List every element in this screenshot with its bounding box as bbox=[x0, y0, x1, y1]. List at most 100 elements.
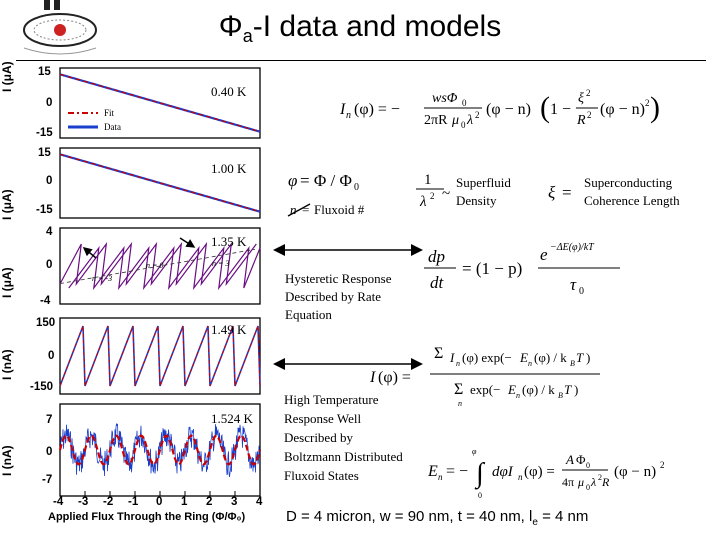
svg-text:μ: μ bbox=[451, 113, 459, 128]
ytick: 150 bbox=[36, 317, 56, 329]
superfluid-line2: Density bbox=[456, 193, 497, 208]
svg-text:A: A bbox=[565, 452, 574, 467]
svg-text:2: 2 bbox=[645, 98, 650, 108]
sweep-arrow-right bbox=[179, 237, 196, 248]
ytick: 0 bbox=[46, 446, 53, 458]
svg-text:dφI: dφI bbox=[492, 464, 514, 480]
fit-curve-panel5 bbox=[58, 434, 262, 466]
svg-text:I: I bbox=[370, 369, 376, 386]
svg-text:(φ) = −: (φ) = − bbox=[354, 101, 400, 118]
coherence-line1: Superconducting bbox=[584, 175, 673, 190]
svg-text:n: n bbox=[516, 391, 520, 400]
ytick: 0 bbox=[48, 350, 55, 362]
svg-text:μ: μ bbox=[577, 475, 584, 489]
svg-text:ξ: ξ bbox=[548, 183, 556, 202]
svg-text:e: e bbox=[540, 245, 548, 264]
rate-equation: dp dt = (1 − p) e −ΔE(φ)/kT τ 0 bbox=[424, 242, 620, 297]
ylabel-panel2: I (μA) bbox=[0, 189, 14, 220]
coherence-line2: Coherence Length bbox=[584, 193, 680, 208]
ytick: -15 bbox=[36, 127, 53, 139]
svg-text:φ: φ bbox=[288, 171, 297, 190]
svg-text:): ) bbox=[574, 382, 578, 397]
title-text: -I data and models bbox=[252, 10, 502, 43]
x-axis-label: Applied Flux Through the Ring (Φ/Φ₀) bbox=[48, 511, 246, 523]
svg-text:(φ) =: (φ) = bbox=[378, 369, 411, 386]
svg-text:4π: 4π bbox=[562, 475, 574, 489]
fluxoid-n-symbol: n = bbox=[287, 202, 311, 217]
svg-text:=: = bbox=[562, 183, 572, 202]
x-tick-label: 4 bbox=[256, 496, 263, 508]
svg-text:(φ − n): (φ − n) bbox=[614, 464, 656, 480]
svg-text:λ: λ bbox=[466, 113, 473, 128]
x-tick-label: 3 bbox=[231, 496, 238, 508]
high-temp-line5: Fluxoid States bbox=[284, 468, 359, 483]
ytick: 0 bbox=[46, 97, 53, 109]
svg-text:wsΦ: wsΦ bbox=[432, 91, 458, 106]
ylabel-panel3: I (μA) bbox=[0, 267, 14, 298]
ylabel-panel5: I (nA) bbox=[0, 445, 14, 476]
high-temp-note: High Temperature Response Well Described… bbox=[284, 390, 403, 485]
annotation-arrows bbox=[273, 244, 423, 370]
hysteretic-line1: Hysteretic Response bbox=[285, 271, 392, 286]
svg-text:n: n bbox=[528, 359, 532, 368]
svg-text:2: 2 bbox=[598, 473, 602, 482]
svg-text:0: 0 bbox=[586, 461, 590, 470]
svg-text:T: T bbox=[564, 382, 572, 397]
svg-text:(φ − n): (φ − n) bbox=[486, 101, 531, 118]
ytick: -150 bbox=[30, 381, 54, 393]
params-end: = 4 nm bbox=[537, 508, 589, 525]
svg-text:Σ: Σ bbox=[434, 345, 443, 362]
n-label-3: n = 3 bbox=[212, 259, 229, 268]
ylabel-panel4: I (nA) bbox=[0, 349, 14, 380]
svg-text:B: B bbox=[570, 359, 575, 368]
x-tick-label: 2 bbox=[206, 496, 213, 508]
svg-text:λ: λ bbox=[590, 475, 596, 489]
svg-text:n: n bbox=[290, 202, 297, 217]
temp-label-149k: 1.49 K bbox=[211, 322, 247, 337]
svg-text:φ: φ bbox=[472, 447, 477, 456]
high-temp-line4: Boltzmann Distributed bbox=[284, 449, 403, 464]
svg-text:dt: dt bbox=[430, 273, 445, 292]
svg-text:n: n bbox=[458, 399, 462, 408]
x-tick-label: 1 bbox=[181, 496, 188, 508]
coherence-label: Superconducting Coherence Length bbox=[584, 174, 680, 210]
svg-text:ξ: ξ bbox=[578, 91, 584, 106]
svg-text:0: 0 bbox=[462, 98, 467, 108]
panel-frame-100k bbox=[59, 147, 261, 219]
svg-text:E: E bbox=[507, 382, 516, 397]
svg-text:(: ( bbox=[540, 91, 550, 124]
high-temp-line2: Response Well bbox=[284, 411, 362, 426]
ylabel-panel1: I (μA) bbox=[0, 61, 14, 92]
ytick: -4 bbox=[40, 295, 51, 307]
svg-text:n: n bbox=[346, 110, 351, 121]
flux-equation: φ = Φ / Φ 0 bbox=[288, 171, 359, 193]
coherence-symbol: ξ = bbox=[548, 183, 572, 202]
svg-text:T: T bbox=[576, 350, 584, 365]
superfluid-equation: 1 λ 2 ~ bbox=[416, 172, 450, 210]
svg-text:dp: dp bbox=[428, 247, 445, 266]
sweep-arrow-left bbox=[82, 247, 97, 259]
high-temp-line1: High Temperature bbox=[284, 392, 379, 407]
svg-text:n: n bbox=[438, 472, 443, 482]
svg-text:=: = bbox=[302, 202, 309, 217]
svg-text:2: 2 bbox=[475, 110, 480, 120]
x-tick-label: -4 bbox=[53, 496, 64, 508]
svg-text:= −: = − bbox=[446, 463, 468, 480]
title-subscript: a bbox=[242, 26, 253, 46]
boltzmann-equation: I (φ) = Σ I n (φ) exp(− E n (φ) / k B T … bbox=[370, 345, 600, 408]
svg-text:B: B bbox=[558, 391, 563, 400]
n-label-minus3: n = -3 bbox=[92, 274, 112, 283]
svg-text:= (1 − p): = (1 − p) bbox=[462, 259, 522, 278]
svg-text:E: E bbox=[519, 350, 528, 365]
title-divider bbox=[16, 60, 706, 61]
fit-curve-panel1 bbox=[59, 73, 261, 133]
hysteresis-branch-1 bbox=[68, 245, 261, 291]
svg-text:0: 0 bbox=[354, 182, 359, 193]
n-label-0: n = 0 bbox=[146, 261, 163, 270]
university-seal-logo bbox=[23, 0, 97, 55]
svg-text:0: 0 bbox=[478, 491, 482, 500]
hysteretic-note: Hysteretic Response Described by Rate Eq… bbox=[285, 270, 392, 324]
svg-text:2: 2 bbox=[587, 110, 592, 120]
svg-text:): ) bbox=[650, 91, 660, 124]
svg-text:= Φ / Φ: = Φ / Φ bbox=[300, 171, 352, 190]
